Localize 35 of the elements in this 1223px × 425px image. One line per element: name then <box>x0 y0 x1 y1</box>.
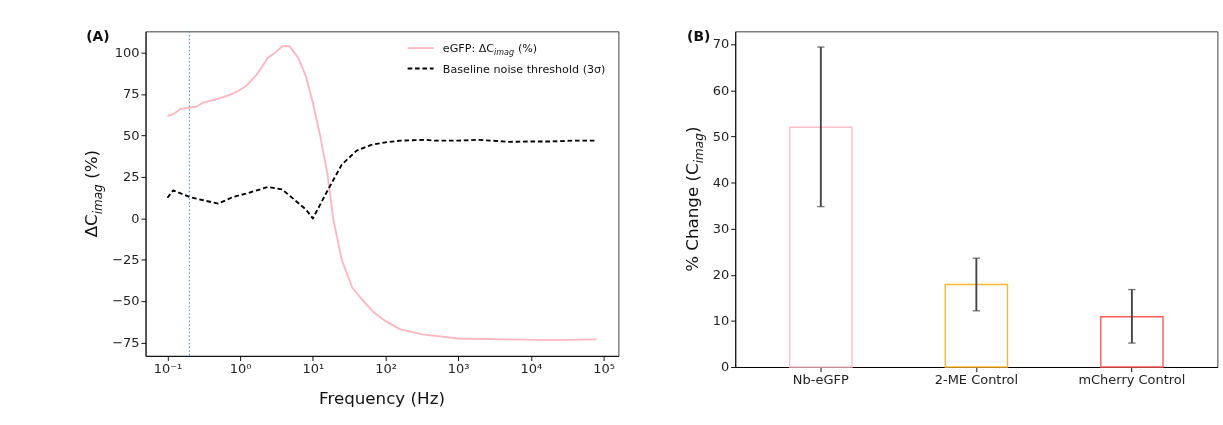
y-axis-title: ΔCimag (%) <box>82 149 106 238</box>
x-tick-label: mCherry Control <box>1078 372 1186 388</box>
y-tick-label: −50 <box>112 293 140 309</box>
y-tick-label: 20 <box>712 266 730 282</box>
chart-title: (B) <box>687 27 711 44</box>
y-tick-label: 30 <box>712 220 730 236</box>
y-tick-label: 10 <box>712 313 730 329</box>
x-tick-label: 10¹ <box>302 361 325 377</box>
x-tick-label: 10⁰ <box>229 361 252 377</box>
y-tick-label: −25 <box>112 252 140 268</box>
y-tick-label: 100 <box>114 45 140 61</box>
bar <box>944 283 1009 368</box>
y-axis-title: % Change (Cimag) <box>683 126 706 272</box>
y-tick-label: 50 <box>712 128 730 144</box>
y-tick-label: 70 <box>712 36 730 52</box>
y-tick-label: −75 <box>112 334 140 350</box>
chart-title: (A) <box>86 27 110 44</box>
x-tick-label: 10⁴ <box>520 361 543 377</box>
y-tick-label: 0 <box>720 359 730 375</box>
x-tick-label: 2-ME Control <box>934 372 1019 388</box>
bar <box>789 126 853 368</box>
legend-label: Baseline noise threshold (3σ) <box>442 62 606 76</box>
y-tick-label: 50 <box>123 127 140 143</box>
x-tick-label: Nb-eGFP <box>792 372 849 388</box>
y-tick-label: 75 <box>123 86 140 102</box>
x-axis-title: Frequency (Hz) <box>319 389 445 409</box>
x-tick-label: 10³ <box>447 361 470 377</box>
y-tick-label: 0 <box>131 210 140 226</box>
bar <box>1100 316 1164 368</box>
x-tick-label: 10⁵ <box>593 361 615 377</box>
y-tick-label: 40 <box>712 174 730 190</box>
y-tick-label: 25 <box>123 169 140 185</box>
x-tick-label: 10⁻¹ <box>153 361 183 377</box>
x-tick-label: 10² <box>375 361 397 377</box>
y-tick-label: 60 <box>712 82 730 98</box>
